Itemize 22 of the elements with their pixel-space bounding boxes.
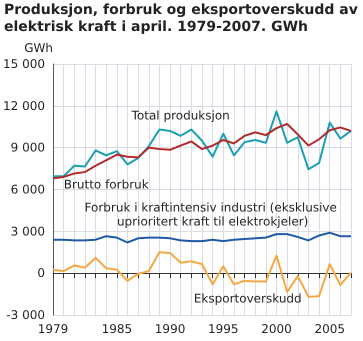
- chart-title: Produksjon, forbruk og eksportoverskudd av elektrisk kraft i april. 1979-2007. GWh: [4, 2, 359, 36]
- y-axis-title: GWh: [24, 41, 53, 55]
- series-label: Eksportoverskudd: [194, 291, 302, 306]
- y-tick-label: 15 000: [2, 57, 45, 71]
- line-series: [52, 232, 352, 244]
- series-label: Brutto forbruk: [64, 178, 149, 192]
- line-series: [52, 122, 352, 180]
- y-tick-label: 3 000: [10, 224, 45, 238]
- x-tick-label: 1985: [102, 322, 132, 336]
- x-tick-label: 2005: [314, 322, 345, 336]
- y-tick-label: -3 000: [6, 308, 45, 322]
- x-tick-label: 1979: [38, 322, 68, 336]
- series-label: Total produksjon: [130, 108, 230, 123]
- x-tick-label: 2000: [261, 322, 292, 336]
- line-series: [52, 110, 352, 178]
- x-tick-label: 1995: [208, 322, 239, 336]
- y-tick-label: 9 000: [10, 140, 45, 155]
- y-tick-label: 0: [37, 266, 45, 280]
- y-tick-label: 12 000: [2, 98, 45, 113]
- y-tick-label: 6 000: [10, 182, 45, 196]
- series-label: Forbruk i kraftintensiv industri (eksklusive uprioritert kraft til elektrokjeler): [84, 200, 341, 229]
- x-tick-label: 1990: [154, 322, 186, 336]
